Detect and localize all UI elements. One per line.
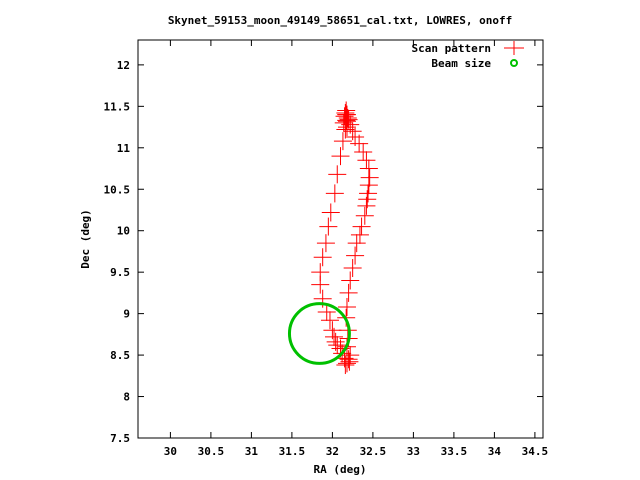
chart-title: Skynet_59153_moon_49149_58651_cal.txt, L…	[168, 14, 512, 27]
x-tick-label: 33.5	[441, 445, 468, 458]
scan-point	[352, 217, 371, 236]
legend: Scan pattern Beam size	[412, 41, 524, 70]
scan-point	[325, 184, 344, 203]
y-axis-label: Dec (deg)	[79, 209, 92, 269]
y-tick-label: 9	[123, 308, 130, 321]
scan-point	[339, 283, 358, 302]
x-tick-label: 34.5	[522, 445, 549, 458]
scan-point	[336, 103, 355, 122]
y-tick-label: 12	[117, 59, 130, 72]
y-tick-label: 7.5	[110, 432, 130, 445]
x-tick-label: 30	[164, 445, 177, 458]
scan-point	[321, 203, 340, 222]
scan-point	[343, 259, 362, 278]
y-tick-label: 10	[117, 225, 130, 238]
scan-point	[347, 234, 366, 253]
scan-point	[360, 168, 379, 187]
data-series	[287, 101, 379, 375]
scan-point	[337, 354, 356, 373]
scan-point	[346, 246, 365, 265]
y-tick-label: 8.5	[110, 349, 130, 362]
legend-label-scan-pattern: Scan pattern	[412, 42, 491, 55]
scan-point	[350, 225, 369, 244]
beam-circle	[287, 302, 351, 365]
x-tick-label: 30.5	[198, 445, 225, 458]
legend-label-beam-size: Beam size	[431, 57, 491, 70]
scan-point	[337, 112, 356, 131]
plot-area-frame	[137, 39, 544, 439]
scan-point	[357, 196, 376, 215]
scan-point	[354, 142, 373, 161]
x-tick-label: 32.5	[360, 445, 387, 458]
scan-point	[359, 176, 378, 195]
x-tick-label: 31	[245, 445, 259, 458]
scan-point	[328, 336, 347, 355]
y-tick-label: 8	[123, 391, 130, 404]
scan-point	[355, 206, 374, 225]
scan-point	[328, 165, 347, 184]
scan-point	[326, 332, 345, 351]
x-axis-label: RA (deg)	[314, 463, 367, 476]
scan-point	[341, 271, 360, 290]
x-tick-label: 32	[326, 445, 339, 458]
x-tick-label: 34	[488, 445, 502, 458]
y-axis: 7.5 8 8.5 9 9.5 10 10.5 11 11.5 12	[104, 59, 543, 445]
scan-point	[323, 321, 342, 340]
x-tick-label: 31.5	[279, 445, 306, 458]
legend-marker-beam-size	[510, 59, 518, 67]
scan-point	[358, 190, 377, 209]
scan-point	[331, 147, 350, 166]
scan-point	[338, 108, 357, 127]
scan-point	[313, 248, 332, 267]
scan-point	[357, 151, 376, 170]
scan-point	[325, 327, 344, 346]
scan-point	[341, 115, 360, 134]
scan-point	[346, 128, 365, 147]
scan-point	[350, 134, 369, 153]
scan-point	[340, 352, 359, 371]
y-tick-label: 9.5	[110, 266, 130, 279]
scan-point	[333, 132, 352, 151]
scan-point	[337, 297, 356, 316]
scan-point	[320, 311, 339, 330]
scan-point	[359, 159, 378, 178]
scan-point	[336, 120, 355, 139]
y-tick-label: 11.5	[104, 100, 131, 113]
x-axis: 30 30.5 31 31.5 32 32.5 33 33.5 34 34.5	[164, 40, 548, 458]
scan-point	[316, 234, 335, 253]
scan-point	[339, 110, 358, 129]
scan-point	[337, 105, 356, 124]
scan-point	[336, 356, 355, 375]
y-tick-label: 10.5	[104, 183, 131, 196]
scan-point	[311, 263, 330, 282]
scan-point	[319, 217, 338, 236]
y-tick-label: 11	[117, 142, 131, 155]
x-tick-label: 33	[407, 445, 420, 458]
